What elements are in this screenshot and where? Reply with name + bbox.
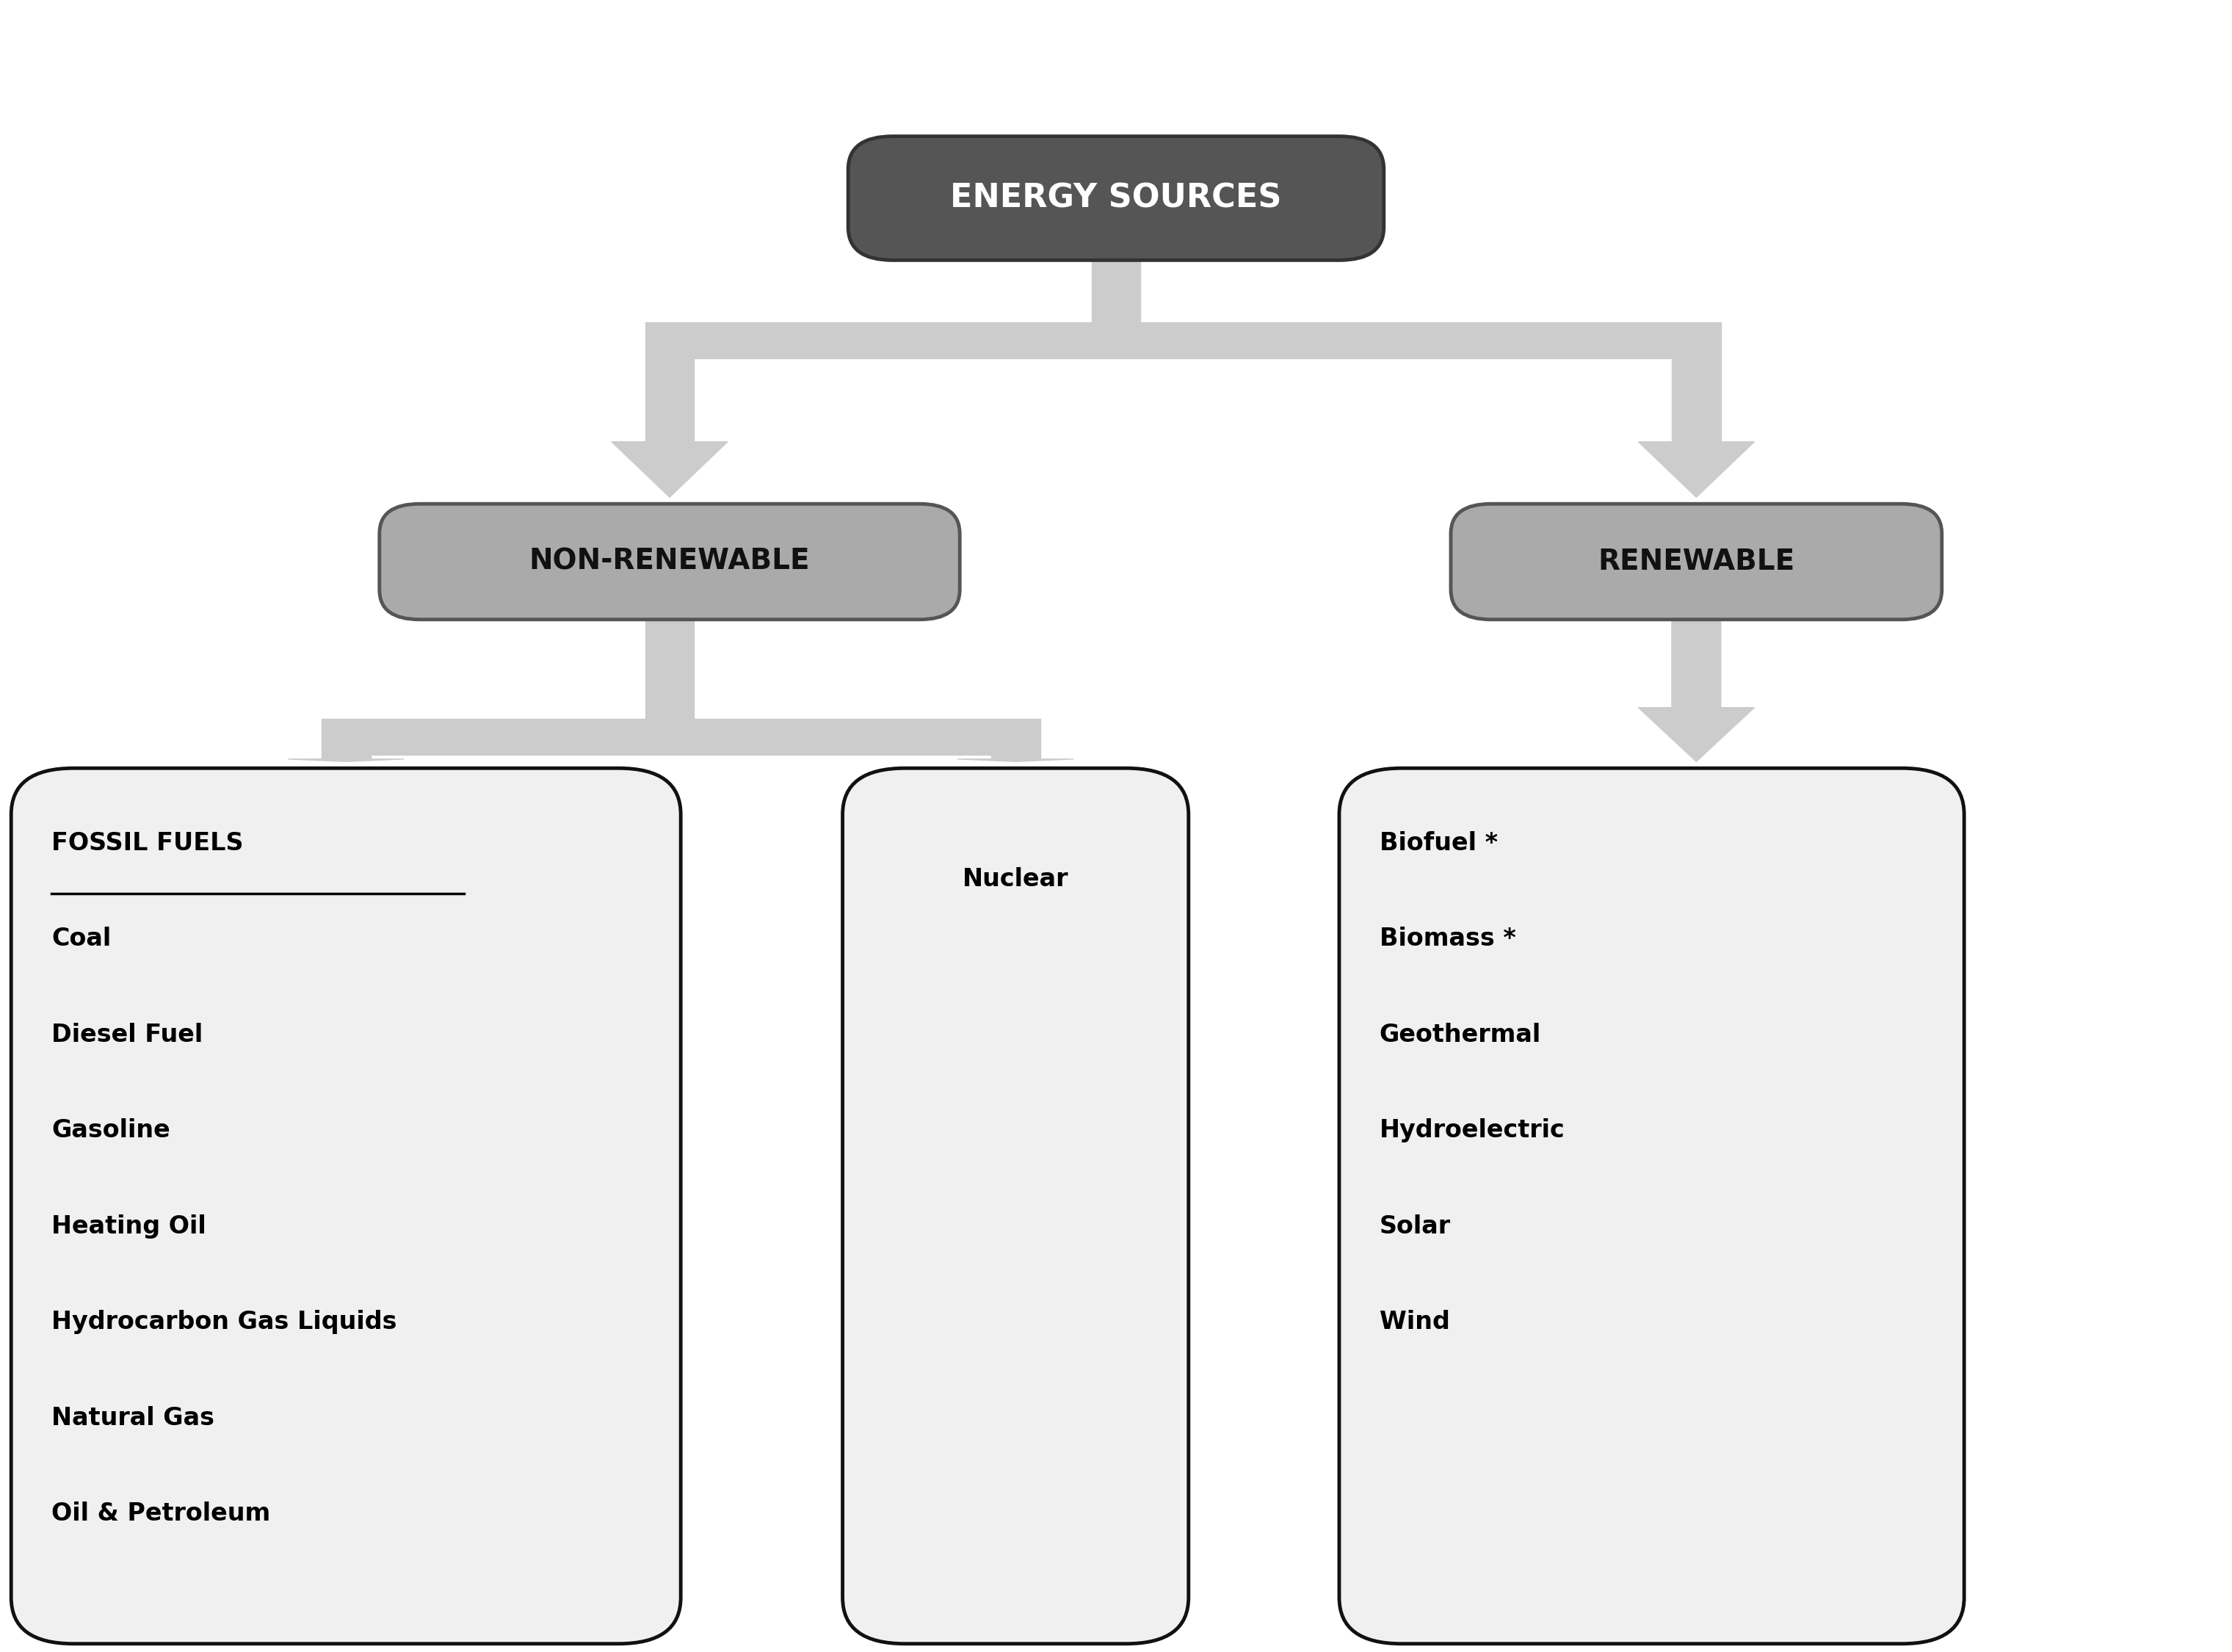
Text: Geothermal: Geothermal (1379, 1023, 1540, 1047)
Polygon shape (321, 755, 371, 758)
Polygon shape (645, 620, 694, 719)
Polygon shape (612, 441, 728, 497)
Text: Wind: Wind (1379, 1310, 1451, 1335)
FancyBboxPatch shape (848, 135, 1384, 259)
Text: Biomass *: Biomass * (1379, 927, 1516, 952)
Text: Hydrocarbon Gas Liquids: Hydrocarbon Gas Liquids (51, 1310, 397, 1335)
FancyBboxPatch shape (841, 768, 1187, 1644)
Text: Biofuel *: Biofuel * (1379, 831, 1498, 856)
Text: Heating Oil: Heating Oil (51, 1214, 205, 1239)
Polygon shape (958, 758, 1074, 762)
Text: Oil & Petroleum: Oil & Petroleum (51, 1502, 270, 1526)
Text: Hydroelectric: Hydroelectric (1379, 1118, 1565, 1143)
Text: Natural Gas: Natural Gas (51, 1406, 214, 1431)
Polygon shape (1638, 441, 1754, 497)
Polygon shape (991, 755, 1040, 758)
FancyBboxPatch shape (11, 768, 681, 1644)
Polygon shape (321, 719, 1040, 755)
FancyBboxPatch shape (379, 504, 960, 620)
Text: Solar: Solar (1379, 1214, 1451, 1239)
Polygon shape (1672, 358, 1721, 441)
Text: FOSSIL FUELS: FOSSIL FUELS (51, 831, 243, 856)
Text: Gasoline: Gasoline (51, 1118, 170, 1143)
Text: ENERGY SOURCES: ENERGY SOURCES (951, 182, 1281, 215)
Text: RENEWABLE: RENEWABLE (1598, 548, 1795, 575)
FancyBboxPatch shape (1451, 504, 1942, 620)
Text: Nuclear: Nuclear (962, 867, 1069, 892)
Text: NON-RENEWABLE: NON-RENEWABLE (529, 548, 810, 575)
Polygon shape (1638, 620, 1754, 762)
Polygon shape (288, 758, 404, 762)
Polygon shape (645, 322, 1721, 358)
Polygon shape (1091, 259, 1141, 322)
FancyBboxPatch shape (1339, 768, 1964, 1644)
Polygon shape (645, 358, 694, 441)
Text: Coal: Coal (51, 927, 112, 952)
Text: Diesel Fuel: Diesel Fuel (51, 1023, 203, 1047)
